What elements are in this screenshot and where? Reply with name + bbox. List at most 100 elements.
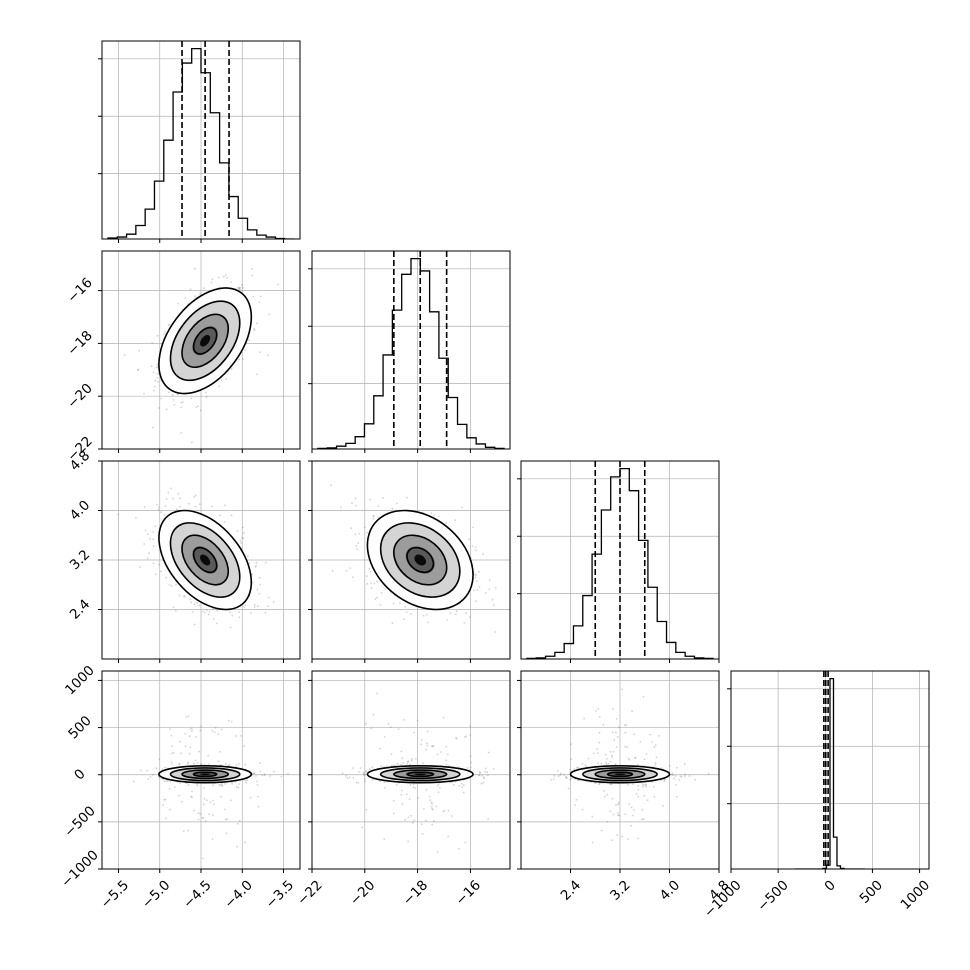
scatter-point: [229, 611, 231, 614]
scatter-point: [363, 773, 365, 776]
scatter-point: [404, 818, 406, 821]
scatter-point: [482, 781, 484, 784]
scatter-point: [407, 840, 409, 843]
scatter-point: [469, 725, 471, 728]
scatter-point: [612, 813, 615, 816]
scatter-point: [154, 379, 157, 382]
scatter-point: [165, 498, 168, 500]
scatter-point: [370, 727, 373, 730]
scatter-point: [639, 741, 642, 743]
scatter-point: [641, 818, 644, 821]
scatter-point: [447, 809, 450, 812]
scatter-point: [187, 784, 190, 786]
scatter-point: [193, 762, 195, 765]
scatter-point: [433, 820, 435, 822]
scatter-point: [376, 692, 378, 695]
scatter-point: [224, 783, 226, 785]
scatter-point: [642, 818, 645, 820]
scatter-point: [618, 726, 620, 729]
scatter-point: [447, 835, 449, 838]
scatter-point: [162, 333, 165, 336]
scatter-point: [195, 736, 198, 738]
scatter-point: [364, 770, 367, 773]
scatter-point: [379, 604, 382, 606]
scatter-point: [267, 354, 269, 357]
contour-3: [192, 546, 218, 574]
scatter-point: [200, 725, 202, 728]
scatter-point: [189, 728, 192, 731]
x-tick-label: −5.5: [98, 877, 132, 911]
scatter-point: [618, 814, 620, 817]
scatter-point: [465, 612, 467, 615]
scatter-point: [469, 755, 472, 758]
scatter-point: [455, 737, 458, 740]
scatter-point: [387, 722, 390, 725]
scatter-point: [256, 322, 258, 325]
scatter-point: [432, 808, 434, 811]
scatter-point: [246, 779, 248, 781]
scatter-point: [384, 588, 387, 591]
scatter-point: [259, 762, 262, 764]
scatter-point: [587, 757, 590, 760]
scatter-point: [462, 784, 465, 787]
scatter-point: [420, 743, 423, 746]
contour-2: [393, 769, 448, 780]
scatter-point: [479, 772, 481, 775]
scatter-point: [365, 722, 367, 725]
scatter-point: [172, 606, 175, 608]
scatter-point: [425, 819, 427, 822]
scatter-point: [401, 789, 403, 792]
scatter-point: [570, 743, 573, 745]
contour-0: [366, 765, 474, 784]
scatter-point: [373, 582, 376, 585]
scatter-point: [132, 780, 135, 783]
scatter-point: [609, 810, 611, 813]
scatter-point: [411, 822, 414, 824]
scatter-point: [258, 592, 261, 595]
scatter-inner: [312, 671, 510, 869]
scatter-point: [179, 505, 182, 508]
scatter-point: [609, 750, 612, 753]
scatter-point: [178, 794, 180, 797]
scatter-point: [628, 758, 631, 761]
scatter-point: [211, 814, 214, 817]
scatter-point: [426, 744, 428, 747]
scatter-point: [641, 785, 644, 788]
scatter-point: [576, 766, 578, 769]
contour-3: [192, 771, 218, 778]
scatter-point: [576, 779, 579, 782]
scatter-point: [487, 818, 489, 820]
scatter-point: [493, 604, 495, 607]
scatter-point: [371, 779, 374, 781]
scatter-point: [633, 809, 635, 811]
scatter-point: [187, 761, 190, 764]
scatter-point: [248, 562, 251, 564]
scatter-point: [243, 606, 246, 608]
scatter-point: [550, 778, 552, 781]
scatter-point: [621, 835, 623, 838]
scatter-point: [172, 752, 175, 754]
scatter-point: [136, 369, 139, 371]
scatter-point: [445, 759, 447, 762]
scatter-point: [220, 379, 223, 381]
scatter-point: [611, 756, 614, 759]
scatter-point: [617, 814, 620, 817]
scatter-point: [409, 784, 412, 786]
scatter-point: [406, 763, 408, 765]
scatter-point: [488, 579, 491, 582]
y-tick-label: −500: [61, 803, 99, 841]
scatter-point: [238, 783, 240, 785]
scatter-point: [694, 779, 696, 781]
scatter-point: [449, 781, 451, 784]
scatter-point: [372, 518, 375, 520]
scatter-point: [363, 780, 366, 783]
scatter-point: [244, 604, 247, 607]
scatter-point: [626, 746, 629, 748]
scatter-point: [196, 761, 199, 764]
scatter-point: [255, 775, 257, 777]
scatter-frame-1-2: [311, 460, 511, 660]
scatter-point: [457, 766, 460, 768]
scatter-points: [132, 715, 289, 869]
scatter-point: [202, 817, 205, 820]
scatter-point: [143, 392, 145, 395]
